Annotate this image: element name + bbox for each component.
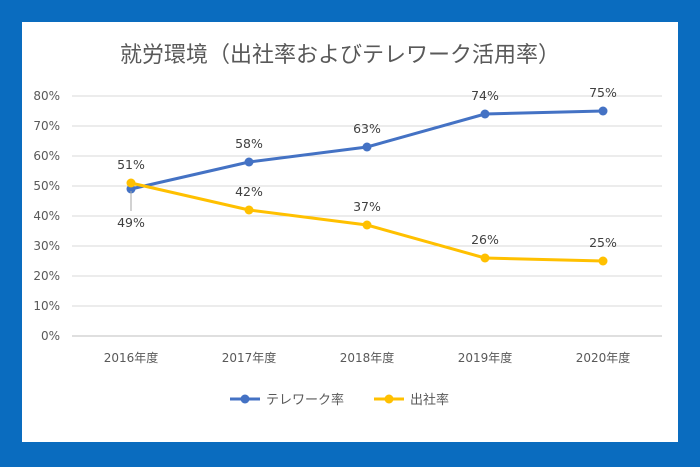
data-label: 58%: [235, 136, 263, 151]
data-point: [480, 253, 490, 263]
legend-label: テレワーク率: [266, 392, 344, 408]
legend-label: 出社率: [410, 392, 449, 408]
legend-marker: [384, 394, 394, 404]
series-telework-rate: 49% 58% 63% 74% 75%: [117, 85, 617, 230]
y-tick-label: 0%: [41, 329, 60, 343]
y-tick-label: 50%: [33, 179, 60, 193]
line-chart: 就労環境（出社率およびテレワーク活用率） 0% 10% 20% 30% 40% 50% 60…: [33, 43, 662, 408]
y-tick-label: 80%: [33, 89, 60, 103]
data-label: 42%: [235, 184, 263, 199]
series-layer: 49% 58% 63% 74% 75% 51% 42% 37% 26% 25%: [117, 85, 617, 266]
x-tick-label: 2019年度: [458, 350, 513, 365]
x-tick-label: 2018年度: [340, 350, 395, 365]
y-tick-label: 10%: [33, 299, 60, 313]
y-tick-label: 60%: [33, 149, 60, 163]
x-axis: 2016年度 2017年度 2018年度 2019年度 2020年度: [104, 350, 631, 365]
data-label: 75%: [589, 85, 617, 100]
y-tick-label: 30%: [33, 239, 60, 253]
data-point: [480, 109, 490, 119]
legend-item: 出社率: [374, 392, 449, 408]
data-point: [126, 178, 136, 188]
y-tick-label: 20%: [33, 269, 60, 283]
data-point: [598, 106, 608, 116]
data-point: [362, 142, 372, 152]
legend-marker: [240, 394, 250, 404]
series-office-rate: 51% 42% 37% 26% 25%: [117, 157, 617, 266]
data-label: 49%: [117, 215, 145, 230]
gridlines: [72, 95, 662, 337]
legend: テレワーク率 出社率: [230, 392, 449, 408]
data-point: [244, 205, 254, 215]
data-label: 37%: [353, 199, 381, 214]
chart-title: 就労環境（出社率およびテレワーク活用率）: [120, 43, 560, 68]
data-point: [362, 220, 372, 230]
data-point: [244, 157, 254, 167]
data-label: 26%: [471, 232, 499, 247]
x-tick-label: 2017年度: [222, 350, 277, 365]
x-tick-label: 2016年度: [104, 350, 159, 365]
legend-item: テレワーク率: [230, 392, 344, 408]
y-tick-label: 40%: [33, 209, 60, 223]
y-axis: 0% 10% 20% 30% 40% 50% 60% 70% 80%: [33, 89, 60, 343]
y-tick-label: 70%: [33, 119, 60, 133]
data-label: 63%: [353, 121, 381, 136]
x-tick-label: 2020年度: [576, 350, 631, 365]
data-label: 51%: [117, 157, 145, 172]
data-label: 74%: [471, 88, 499, 103]
data-label: 25%: [589, 235, 617, 250]
chart-frame: 就労環境（出社率およびテレワーク活用率） 0% 10% 20% 30% 40% 50% 60…: [22, 22, 678, 442]
data-point: [598, 256, 608, 266]
